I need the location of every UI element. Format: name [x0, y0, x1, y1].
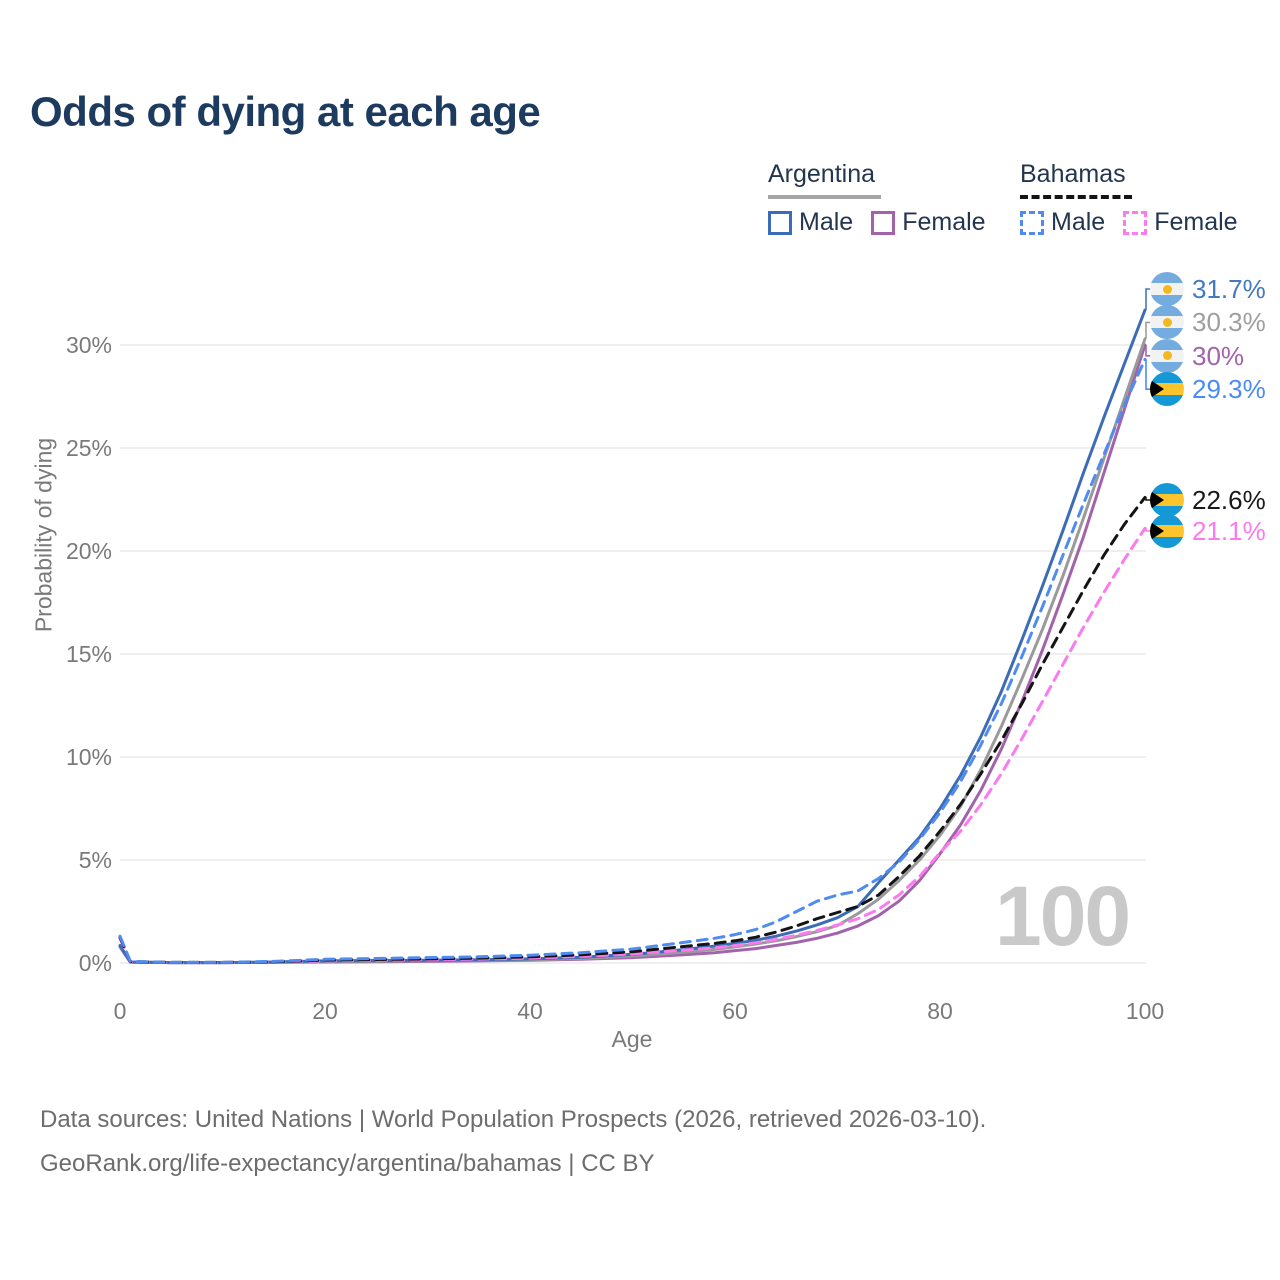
- y-tick-label: 15%: [65, 641, 112, 667]
- label-connector-bahamas_male: [1145, 359, 1152, 390]
- footer: Data sources: United Nations | World Pop…: [40, 1106, 986, 1194]
- legend-item-bahamas-female[interactable]: Female: [1123, 208, 1238, 237]
- legend-item-label: Male: [1051, 208, 1106, 236]
- x-tick-label: 40: [517, 998, 543, 1024]
- y-tick-label: 30%: [65, 332, 112, 358]
- legend-item-argentina-male[interactable]: Male: [768, 208, 853, 237]
- legend-country-bahamas[interactable]: Bahamas: [1020, 160, 1132, 199]
- legend-item-label: Female: [902, 208, 986, 236]
- x-tick-label: 80: [927, 998, 953, 1024]
- label-connector-bahamas_female: [1145, 528, 1152, 532]
- x-axis-title: Age: [611, 1026, 653, 1052]
- label-connector-argentina_female: [1145, 345, 1152, 357]
- legend-group-argentina: Argentina Male Female: [768, 160, 986, 237]
- page-title: Odds of dying at each age: [30, 88, 541, 135]
- series-line-bahamas_both: [118, 495, 1147, 964]
- x-tick-label: 0: [113, 998, 127, 1024]
- legend-swatch-icon: [871, 210, 896, 235]
- label-connector-argentina_both: [1145, 321, 1152, 339]
- label-connector-bahamas_both: [1145, 497, 1152, 501]
- legend-item-label: Male: [799, 208, 854, 236]
- y-tick-label: 5%: [78, 847, 112, 873]
- legend-swatch-icon: [1020, 210, 1044, 235]
- legend-item-bahamas-male[interactable]: Male: [1020, 208, 1105, 237]
- legend-country-argentina[interactable]: Argentina: [768, 160, 882, 199]
- footer-attribution: GeoRank.org/life-expectancy/argentina/ba…: [40, 1150, 655, 1177]
- legend-swatch-icon: [1123, 210, 1148, 235]
- series-line-argentina_both: [118, 337, 1147, 965]
- legend-group-bahamas: Bahamas Male Female: [1020, 160, 1238, 237]
- legend-swatch-icon: [768, 210, 792, 235]
- x-tick-label: 60: [722, 998, 748, 1024]
- age-watermark: 100: [995, 869, 1131, 963]
- y-tick-label: 25%: [65, 435, 112, 461]
- series-line-argentina_male: [118, 308, 1147, 965]
- legend-item-label: Female: [1154, 208, 1238, 236]
- footer-data-sources: Data sources: United Nations | World Pop…: [40, 1106, 987, 1133]
- label-connector-argentina_male: [1145, 288, 1152, 310]
- x-tick-label: 20: [312, 998, 338, 1024]
- series-line-bahamas_male: [118, 357, 1147, 964]
- x-tick-label: 100: [1125, 998, 1165, 1024]
- y-tick-label: 0%: [78, 950, 112, 976]
- y-tick-label: 20%: [65, 538, 112, 564]
- y-tick-label: 10%: [65, 744, 112, 770]
- legend-item-argentina-female[interactable]: Female: [871, 208, 986, 237]
